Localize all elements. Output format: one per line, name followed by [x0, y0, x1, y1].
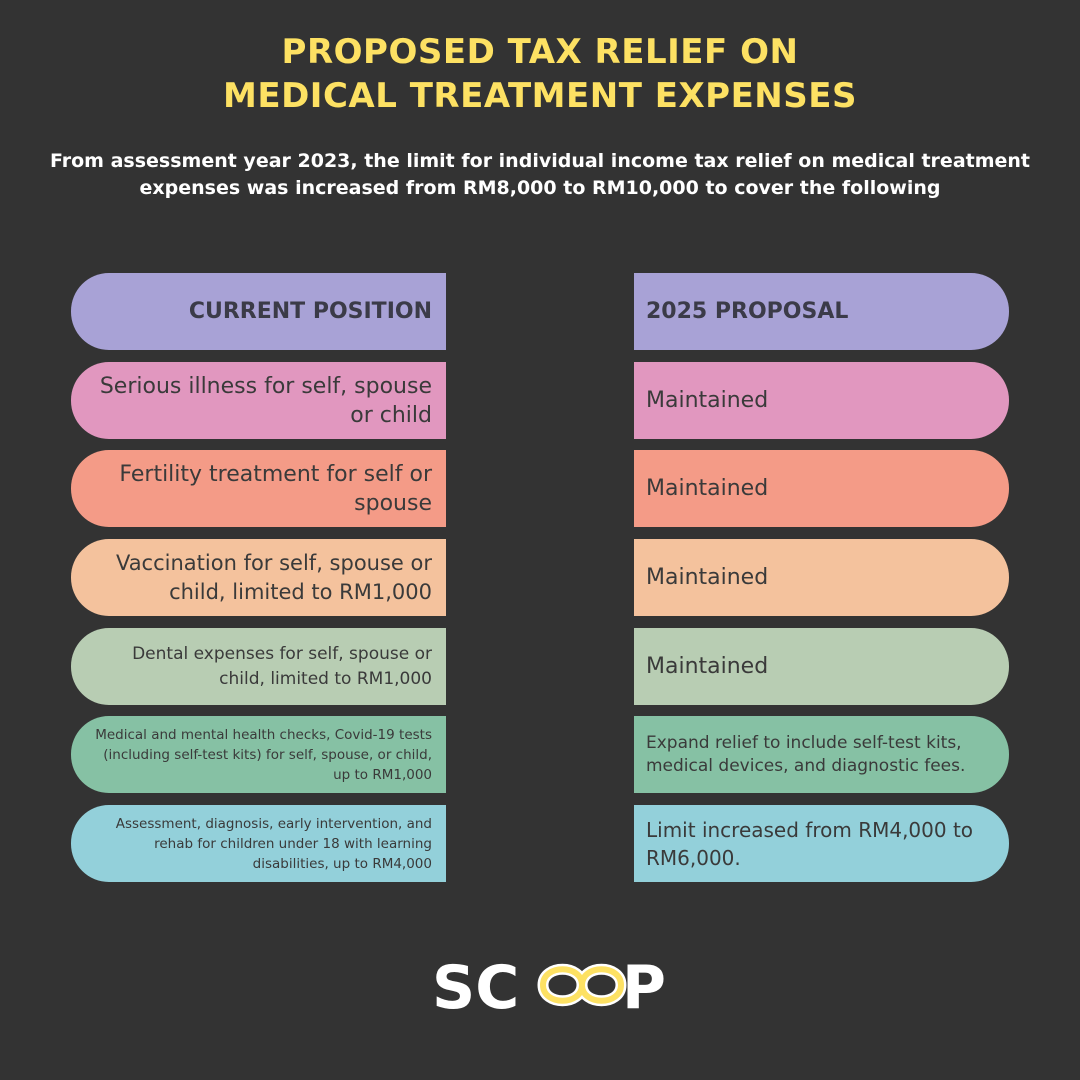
row-3-current: Vaccination for self, spouse or child, l… — [71, 539, 446, 616]
header-proposal-label: 2025 PROPOSAL — [646, 299, 849, 324]
row-4-proposal-text: Maintained — [646, 654, 769, 679]
row-3-proposal: Maintained — [634, 539, 1009, 616]
row-4-current: Dental expenses for self, spouse or chil… — [71, 628, 446, 705]
row-3-proposal-text: Maintained — [646, 565, 769, 590]
logo-letters-sc: SC — [432, 953, 519, 1020]
row-6-current: Assessment, diagnosis, early interventio… — [71, 805, 446, 882]
title-line-1: PROPOSED TAX RELIEF ON — [281, 32, 799, 72]
row-5-current-text: Medical and mental health checks, Covid-… — [95, 726, 432, 783]
row-4-proposal: Maintained — [634, 628, 1009, 705]
row-1-proposal-text: Maintained — [646, 388, 769, 413]
row-2-proposal: Maintained — [634, 450, 1009, 527]
row-1-current: Serious illness for self, spouse or chil… — [71, 362, 446, 439]
row-4-current-text: Dental expenses for self, spouse or chil… — [132, 643, 432, 689]
row-5-proposal-text: Expand relief to include self-test kits,… — [646, 732, 966, 776]
row-2-current-text: Fertility treatment for self or spouse — [119, 461, 432, 516]
row-6-proposal-text: Limit increased from RM4,000 to RM6,000. — [646, 817, 974, 870]
row-1-current-text: Serious illness for self, spouse or chil… — [99, 373, 432, 428]
header-2025-proposal: 2025 PROPOSAL — [634, 273, 1009, 350]
row-5-current: Medical and mental health checks, Covid-… — [71, 716, 446, 793]
row-2-proposal-text: Maintained — [646, 476, 769, 501]
row-6-proposal: Limit increased from RM4,000 to RM6,000. — [634, 805, 1009, 882]
scoop-logo: SC P — [432, 953, 666, 1020]
row-3-current-text: Vaccination for self, spouse or child, l… — [115, 550, 432, 604]
row-1-proposal: Maintained — [634, 362, 1009, 439]
header-current-position: CURRENT POSITION — [71, 273, 446, 350]
page-title: PROPOSED TAX RELIEF ON MEDICAL TREATMENT… — [0, 30, 1080, 118]
row-5-proposal: Expand relief to include self-test kits,… — [634, 716, 1009, 793]
infinity-icon — [537, 963, 627, 1007]
title-line-2: MEDICAL TREATMENT EXPENSES — [223, 76, 857, 116]
page-subtitle: From assessment year 2023, the limit for… — [49, 150, 1031, 199]
logo-letter-p: P — [622, 953, 666, 1020]
row-2-current: Fertility treatment for self or spouse — [71, 450, 446, 527]
header-current-label: CURRENT POSITION — [188, 299, 432, 324]
row-6-current-text: Assessment, diagnosis, early interventio… — [115, 815, 432, 872]
